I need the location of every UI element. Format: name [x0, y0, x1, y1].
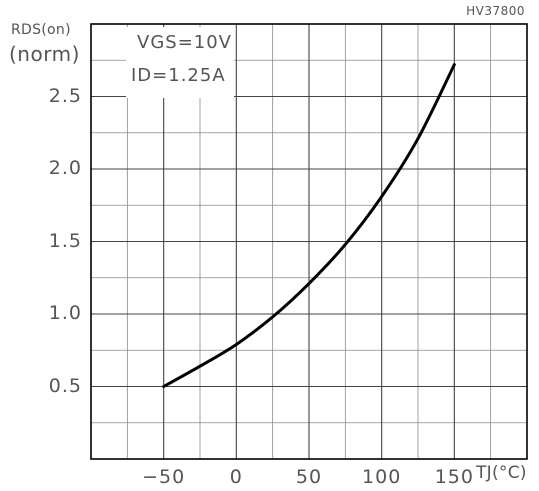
- data-series-rds-curve: [162, 63, 456, 388]
- x-tick-label: 150: [434, 466, 474, 488]
- plot-frame: [90, 23, 528, 460]
- conditions-box: [126, 27, 234, 98]
- y-axis-title: RDS(on): [11, 22, 71, 38]
- x-tick-label: −50: [142, 466, 186, 488]
- y-tick-label: 1.0: [48, 302, 82, 324]
- conditions-box-bg: [126, 27, 234, 98]
- condition-vgs: VGS=10V: [137, 32, 232, 53]
- y-tick-label: 2.0: [48, 157, 82, 179]
- y-tick-label: 0.5: [48, 374, 82, 397]
- y-tick-label: 1.5: [48, 229, 82, 252]
- x-axis-title: TJ(°C): [476, 463, 527, 483]
- part-number-label: HV37800: [466, 4, 525, 18]
- x-tick-label: 0: [229, 466, 243, 488]
- x-tick-label: 100: [362, 466, 402, 488]
- y-tick-label: 2.5: [48, 84, 82, 107]
- y-axis-unit: (norm): [9, 42, 80, 66]
- x-tick-label: 50: [295, 466, 323, 488]
- condition-id: ID=1.25A: [131, 65, 226, 86]
